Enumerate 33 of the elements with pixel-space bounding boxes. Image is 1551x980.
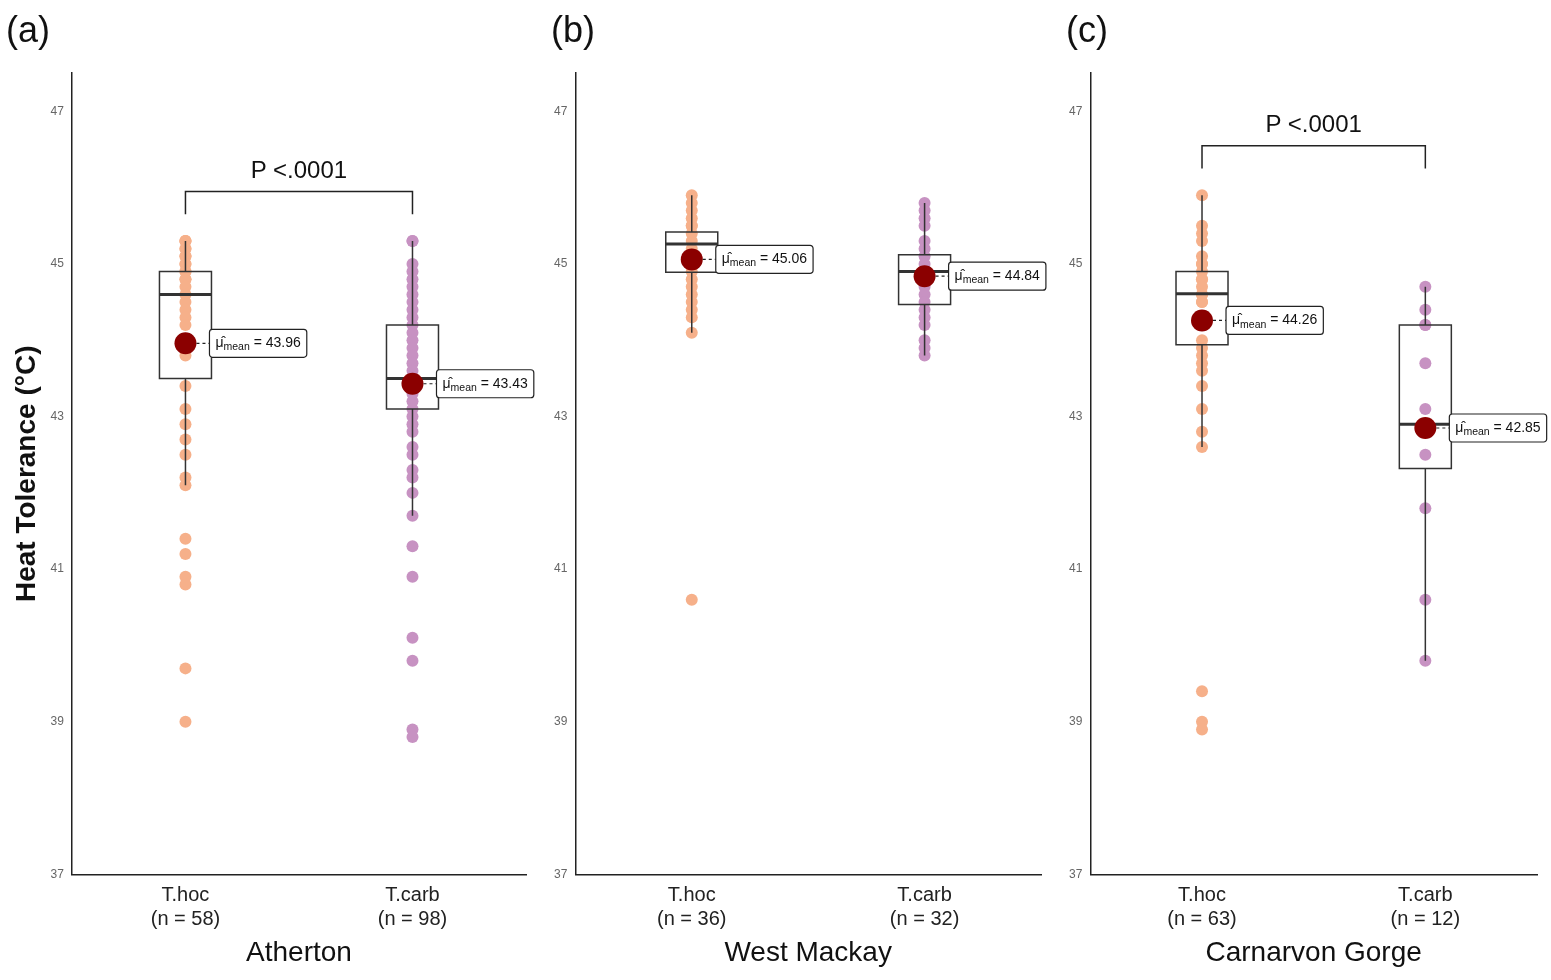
x-axis-title: Atherton	[246, 935, 352, 967]
y-tick-label: 39	[50, 714, 65, 729]
y-tick-label: 41	[50, 561, 65, 576]
x-tick-label: T.hoc (n = 63)	[1167, 882, 1237, 929]
y-tick-label: 39	[1068, 714, 1083, 729]
y-tick-label: 47	[50, 103, 65, 118]
y-tick-label: 43	[1068, 408, 1083, 423]
x-tick-label: T.hoc (n = 58)	[150, 882, 221, 929]
x-axis-title: West Mackay	[724, 935, 892, 967]
chart-title: (a)	[6, 8, 50, 50]
y-tick-label: 47	[553, 103, 568, 118]
chart-title: (c)	[1066, 8, 1108, 50]
x-axis-title: Carnarvon Gorge	[1205, 935, 1422, 967]
y-tick-label: 45	[553, 256, 568, 271]
y-tick-label: 39	[553, 714, 568, 729]
y-tick-label: 41	[553, 561, 568, 576]
x-tick-label: T.carb (n = 32)	[889, 882, 960, 929]
annotation: P <.0001	[1265, 110, 1362, 138]
y-tick-label: 45	[1068, 256, 1083, 271]
y-tick-label: 37	[553, 866, 568, 881]
annotation: P <.0001	[250, 156, 348, 184]
y-tick-label: 37	[50, 866, 65, 881]
y-tick-label: 45	[50, 256, 65, 271]
x-tick-label: T.carb (n = 98)	[377, 882, 448, 929]
y-tick-label: 43	[50, 408, 65, 423]
x-tick-label: T.carb (n = 12)	[1390, 882, 1461, 929]
x-tick-label: T.hoc (n = 36)	[657, 882, 727, 929]
y-tick-label: 43	[553, 408, 568, 423]
y-tick-label: 37	[1068, 866, 1083, 881]
y-tick-label: 47	[1068, 103, 1083, 118]
y-axis-title: Heat Tolerance (°C)	[9, 345, 41, 603]
chart-title: (b)	[551, 8, 595, 50]
y-tick-label: 41	[1068, 561, 1083, 576]
